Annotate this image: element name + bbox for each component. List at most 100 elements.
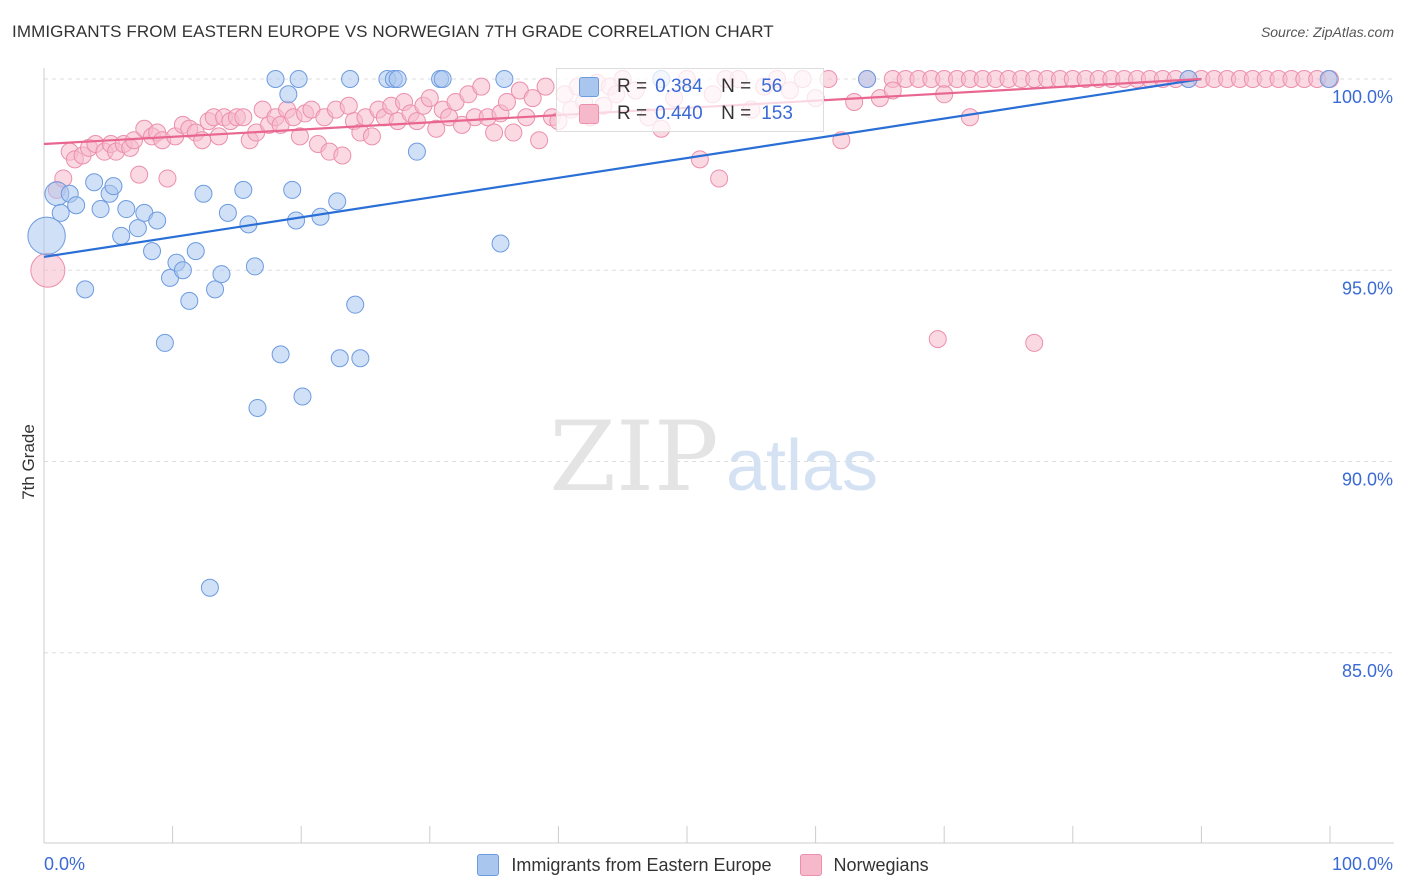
eastern-europe-point (173, 261, 192, 280)
eastern-europe-point (245, 257, 264, 276)
eastern-europe-point (858, 70, 877, 88)
eastern-europe-point (194, 184, 213, 203)
y-axis-label: 7th Grade (19, 424, 38, 500)
series-legend: Immigrants from Eastern Europe Norwegian… (0, 852, 1406, 878)
eastern-europe-point (206, 280, 225, 299)
eastern-europe-point (388, 70, 407, 88)
n-value: 56 (761, 76, 783, 97)
eastern-europe-point (271, 345, 290, 364)
eastern-europe-point (407, 142, 426, 161)
grid-layer (44, 78, 1394, 654)
source-credit: Source: ZipAtlas.com (1260, 24, 1394, 40)
r-value: 0.440 (655, 103, 703, 124)
eastern-europe-point (491, 234, 510, 253)
legend-row-norwegians: R = 0.440 N = 153 (579, 100, 793, 128)
norwegian-point (407, 112, 426, 131)
eastern-europe-trend-line (43, 77, 1202, 258)
pink-swatch (579, 104, 599, 124)
eastern-europe-point (289, 70, 308, 88)
norwegian-point (290, 127, 309, 146)
n-value: 153 (761, 103, 793, 124)
legend-label: Immigrants from Eastern Europe (511, 854, 772, 875)
axes (43, 68, 1394, 844)
eastern-europe-point (186, 242, 205, 261)
eastern-europe-points (27, 70, 1338, 597)
eastern-europe-point (143, 242, 162, 261)
legend-item-norwegians[interactable]: Norwegians (799, 852, 929, 878)
eastern-europe-point (91, 200, 110, 219)
eastern-europe-point (266, 70, 285, 88)
eastern-europe-point (128, 219, 147, 238)
r-label: R = (617, 103, 648, 124)
norwegian-point (960, 108, 979, 127)
eastern-europe-point (330, 349, 349, 368)
eastern-europe-point (433, 70, 452, 88)
eastern-europe-point (351, 349, 370, 368)
eastern-europe-point (27, 216, 66, 256)
blue-swatch (579, 77, 599, 97)
norwegian-point (485, 123, 504, 142)
eastern-europe-point (85, 173, 104, 192)
chart-title: IMMIGRANTS FROM EASTERN EUROPE VS NORWEG… (12, 22, 774, 41)
eastern-europe-point (148, 211, 167, 230)
eastern-europe-point (311, 207, 330, 226)
eastern-europe-point (180, 291, 199, 310)
r-value: 0.384 (655, 76, 703, 97)
r-label: R = (617, 76, 648, 97)
n-label: N = (721, 76, 752, 97)
eastern-europe-point (51, 203, 70, 222)
y-tick-label: 100.0% (1332, 87, 1393, 107)
legend-row-eastern-europe: R = 0.384 N = 56 (579, 73, 782, 101)
eastern-europe-point (341, 70, 360, 88)
eastern-europe-point (283, 180, 302, 199)
norwegian-point (883, 81, 902, 100)
watermark-atlas: atlas (726, 426, 878, 506)
norwegian-point (333, 146, 352, 165)
eastern-europe-point (287, 211, 306, 230)
eastern-europe-point (112, 226, 131, 245)
eastern-europe-point (248, 398, 267, 417)
norwegian-point (234, 108, 253, 127)
eastern-europe-point (1319, 70, 1338, 88)
legend-item-eastern-europe[interactable]: Immigrants from Eastern Europe (477, 852, 772, 878)
eastern-europe-point (104, 177, 123, 196)
y-tick-label: 95.0% (1342, 278, 1393, 298)
eastern-europe-point (328, 192, 347, 211)
norwegian-point (30, 252, 66, 288)
legend-label: Norwegians (833, 854, 929, 875)
norwegian-point (158, 169, 177, 188)
correlation-legend: R = 0.384 N = 56 R = 0.440 N = 153 (556, 68, 824, 132)
norwegian-point (845, 92, 864, 111)
norwegian-point (209, 127, 228, 146)
eastern-europe-point (346, 295, 365, 314)
norwegian-point (504, 123, 523, 142)
x-tick-label: 0.0% (44, 854, 85, 874)
norwegian-point (710, 169, 729, 188)
eastern-europe-point (218, 203, 237, 222)
eastern-europe-point (155, 333, 174, 352)
watermark: ZIP atlas (549, 401, 878, 513)
norwegian-point (1025, 333, 1044, 352)
norwegian-point (130, 165, 149, 184)
norwegian-point (362, 127, 381, 146)
x-tick-label: 100.0% (1332, 854, 1393, 874)
norwegian-point (690, 150, 709, 169)
eastern-europe-point (495, 70, 514, 88)
watermark-zip: ZIP (549, 401, 718, 513)
eastern-europe-point (67, 196, 86, 215)
y-tick-label: 90.0% (1342, 470, 1393, 490)
eastern-europe-point (234, 180, 253, 199)
n-label: N = (721, 103, 752, 124)
norwegian-point (420, 89, 439, 108)
pink-swatch (799, 854, 822, 876)
norwegian-point (339, 96, 358, 115)
eastern-europe-point (293, 387, 312, 406)
y-tick-label: 85.0% (1342, 661, 1393, 681)
norwegian-point (472, 77, 491, 96)
norwegian-point (928, 330, 947, 349)
eastern-europe-point (212, 265, 231, 284)
eastern-europe-point (279, 85, 298, 104)
norwegian-point (427, 119, 446, 138)
eastern-europe-point (200, 578, 219, 597)
